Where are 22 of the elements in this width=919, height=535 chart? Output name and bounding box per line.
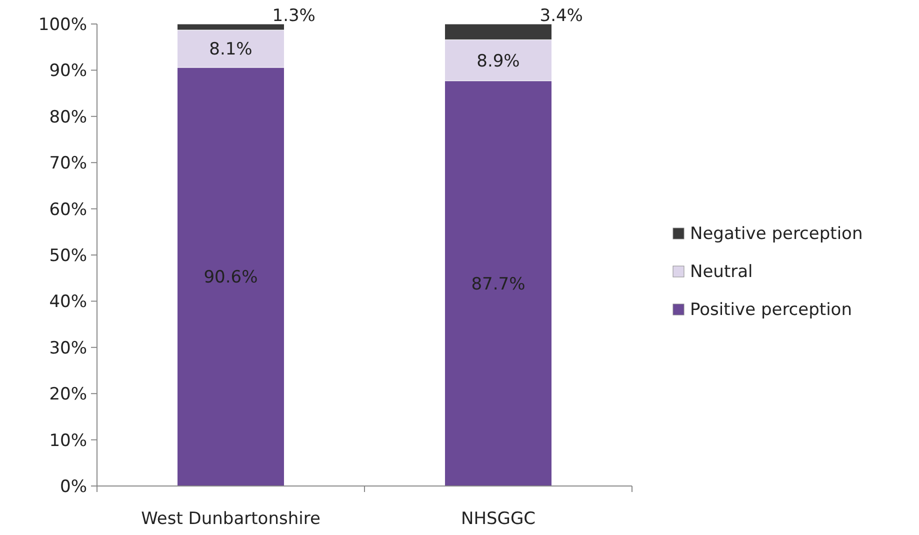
x-tick-label: NHSGGC xyxy=(460,509,536,529)
y-tick-label: 80% xyxy=(49,107,87,128)
y-tick-label: 20% xyxy=(49,384,87,405)
y-tick-label: 60% xyxy=(49,200,87,220)
y-tick-label: 10% xyxy=(49,430,87,451)
x-tick-label: West Dunbartonshire xyxy=(141,509,320,529)
data-label: 1.3% xyxy=(272,6,316,26)
data-label: 87.7% xyxy=(471,274,526,294)
data-label: 8.9% xyxy=(476,51,520,72)
y-tick-label: 70% xyxy=(49,154,87,174)
legend-label: Neutral xyxy=(690,262,753,282)
y-tick-label: 30% xyxy=(49,338,87,358)
y-tick-label: 90% xyxy=(49,61,87,82)
legend-label: Positive perception xyxy=(690,300,852,320)
legend-label: Negative perception xyxy=(690,224,863,244)
data-label: 8.1% xyxy=(209,40,252,60)
y-tick-label: 50% xyxy=(49,246,87,266)
data-label: 3.4% xyxy=(540,6,583,26)
y-tick-label: 40% xyxy=(49,292,87,312)
y-tick-label: 100% xyxy=(38,15,87,35)
y-tick-label: 0% xyxy=(60,477,87,497)
data-label: 90.6% xyxy=(204,268,258,288)
